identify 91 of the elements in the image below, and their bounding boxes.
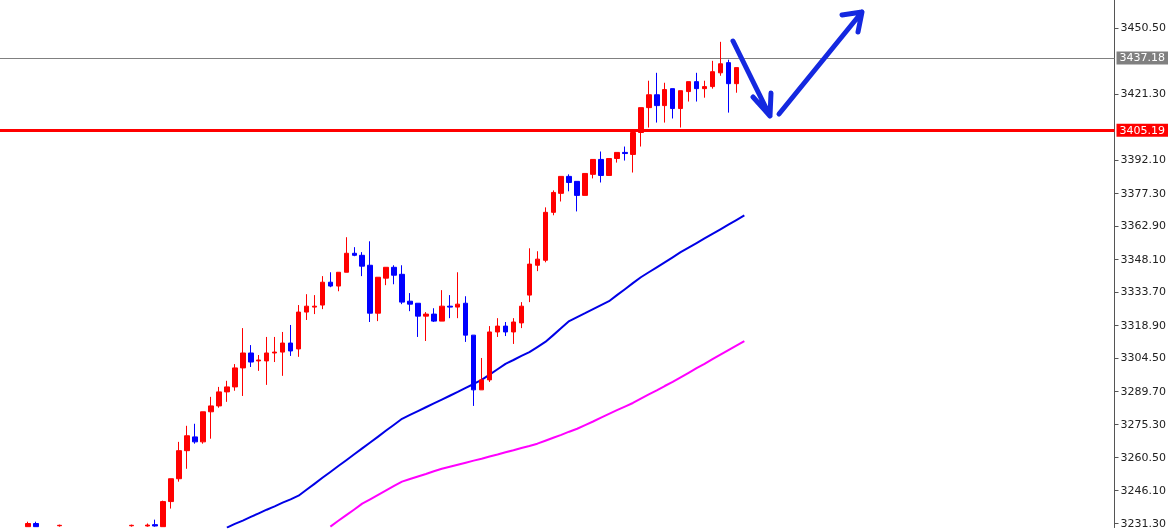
candlestick — [152, 519, 158, 528]
candlestick — [574, 180, 580, 212]
candlestick — [184, 425, 190, 470]
candlestick — [383, 266, 389, 286]
candlestick — [33, 521, 39, 528]
candlestick — [288, 324, 293, 357]
line-series — [225, 214, 746, 529]
candlestick — [558, 175, 564, 202]
y-tick-label: 3304.50 — [1120, 351, 1167, 365]
candlestick — [590, 158, 596, 179]
candlestick — [415, 302, 421, 338]
candlestick — [168, 478, 174, 510]
candlestick — [216, 386, 222, 409]
candlestick — [606, 158, 612, 176]
y-tick-label: 3275.30 — [1120, 417, 1167, 431]
candlestick — [519, 301, 524, 329]
y-tick-label: 3333.70 — [1120, 285, 1167, 299]
candlestick — [224, 380, 230, 403]
y-tick-label: 3421.30 — [1120, 87, 1167, 101]
candlestick — [359, 251, 365, 277]
candlestick — [511, 317, 516, 345]
candlestick — [352, 246, 357, 257]
candlestick — [312, 294, 317, 315]
candlestick — [734, 67, 739, 94]
candlestick — [503, 321, 508, 337]
y-tick-label: 3392.10 — [1120, 153, 1167, 167]
candlestick — [336, 271, 341, 292]
y-tick-label: 3362.90 — [1120, 219, 1167, 233]
candlestick — [304, 293, 309, 321]
candlestick — [614, 151, 620, 164]
candlestick — [391, 264, 397, 285]
candlestick — [407, 292, 413, 312]
candlestick — [535, 250, 540, 272]
y-tick-label: 3318.90 — [1120, 318, 1167, 332]
candlestick — [455, 271, 460, 319]
candlestick — [160, 500, 166, 528]
candlestick — [551, 189, 556, 216]
candlestick — [328, 271, 333, 288]
candlestick — [208, 396, 214, 440]
candlestick — [264, 336, 269, 386]
candlestick — [25, 521, 31, 528]
candlestick — [232, 363, 238, 392]
line-series — [329, 340, 746, 528]
candlestick — [320, 275, 325, 310]
y-tick-label: 3450.50 — [1120, 21, 1167, 35]
y-tick-label: 3377.30 — [1120, 186, 1167, 200]
candlestick — [662, 82, 667, 124]
candlestick — [431, 307, 437, 323]
candlestick — [200, 411, 206, 445]
candlestick — [463, 295, 468, 343]
candlestick — [344, 236, 349, 273]
candlestick — [566, 173, 572, 192]
candlestick — [702, 80, 707, 99]
candlestick — [479, 357, 484, 391]
y-tick-label: 3231.30 — [1120, 517, 1167, 529]
candlestick — [598, 151, 604, 183]
candlestick — [145, 523, 150, 528]
candlestick — [686, 81, 691, 103]
candlestick — [718, 41, 723, 77]
y-tick-label: 3289.70 — [1120, 384, 1167, 398]
candlestick — [248, 344, 254, 368]
candlestick — [399, 264, 405, 305]
candlestick — [495, 317, 500, 338]
y-tick-label: 3246.10 — [1120, 483, 1167, 497]
candlestick — [654, 72, 660, 124]
y-tick-label: 3260.50 — [1120, 450, 1167, 464]
candlestick — [527, 247, 532, 303]
ref-line-label: 3437.18 — [1119, 51, 1166, 65]
candlestick — [543, 206, 548, 263]
candlestick — [439, 289, 445, 322]
candlestick — [622, 146, 628, 162]
candlestick — [240, 327, 246, 397]
candlestick — [670, 88, 675, 119]
candlestick — [192, 423, 198, 445]
candlestick — [447, 294, 453, 319]
candlestick — [726, 59, 731, 114]
y-tick-label: 3348.10 — [1120, 252, 1167, 266]
candlestick — [582, 172, 588, 196]
ref-line-label: 3405.19 — [1119, 123, 1166, 137]
candlestick — [280, 331, 285, 377]
candlestick — [375, 276, 381, 322]
candlestick — [694, 72, 699, 103]
candlestick — [487, 325, 492, 383]
candlestick — [256, 354, 261, 372]
candlestick — [367, 240, 373, 323]
candlestick — [176, 441, 182, 483]
candlestick — [272, 336, 277, 363]
candlestick — [296, 304, 301, 358]
candlestick — [471, 334, 476, 407]
candlestick — [710, 60, 715, 90]
candlestick — [423, 311, 429, 342]
